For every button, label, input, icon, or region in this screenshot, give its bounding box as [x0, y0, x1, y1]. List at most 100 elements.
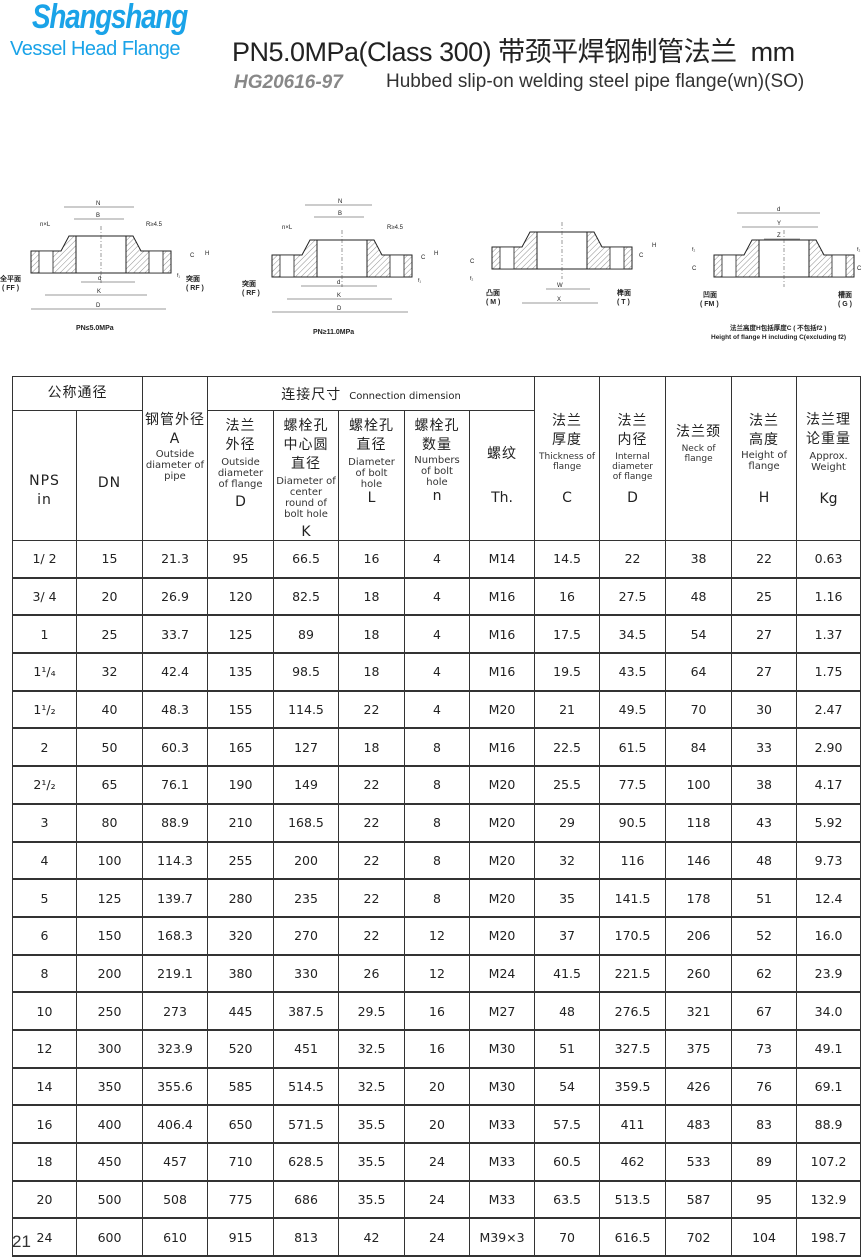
table-cell: 16.0 [796, 916, 862, 956]
table-cell: 18 [338, 727, 405, 768]
svg-text:( FF ): ( FF ) [2, 285, 19, 292]
table-cell: 17.5 [534, 614, 601, 655]
table-cell: 710 [207, 1142, 274, 1182]
table-cell: 42 [338, 1217, 405, 1257]
table-cell: 533 [665, 1142, 733, 1182]
diagram-ff-rf: N B n×L R≥4.5 d K D C H f₁ 全平面 ( FF ) 突面… [0, 201, 209, 332]
table-cell: 132.9 [796, 1180, 862, 1220]
table-cell: 48.3 [142, 690, 208, 730]
table-cell: 67 [731, 991, 798, 1031]
header-nominal-size: 公称通径 [12, 376, 143, 411]
flange-dimension-table: 公称通径 钢管外径 A Outside diameter of pipe 连接尺寸 … [12, 376, 862, 1257]
header-connection: 连接尺寸 Connection dimension [206, 376, 536, 411]
table-cell: 100 [76, 841, 143, 881]
svg-text:d: d [777, 207, 780, 213]
table-cell: 500 [76, 1180, 143, 1220]
table-cell: 127 [273, 727, 339, 768]
table-cell: 49.1 [796, 1029, 862, 1069]
table-cell: 514.5 [273, 1067, 339, 1107]
table-cell: 4 [404, 652, 470, 692]
table-cell: 149 [273, 765, 339, 805]
table-cell: 155 [207, 690, 274, 730]
table-cell: 25 [76, 614, 143, 655]
svg-text:H: H [652, 243, 656, 249]
table-row: 10 250 273 445 387.5 29.5 16 M27 48 276.5 321 67 34.… [12, 991, 862, 1031]
table-cell: 8 [404, 765, 470, 805]
table-cell: 37 [534, 916, 601, 956]
table-cell: 18 [338, 652, 405, 692]
table-cell: 15 [76, 539, 143, 579]
table-cell: M20 [468, 690, 536, 730]
table-cell: 5.92 [796, 803, 862, 843]
table-cell: 24 [404, 1217, 470, 1257]
table-cell: 34.0 [796, 991, 862, 1031]
table-cell: 14.5 [534, 539, 601, 579]
svg-text:H: H [205, 251, 209, 257]
table-cell: 5 [12, 878, 77, 918]
table-cell: 57.5 [534, 1104, 601, 1144]
table-cell: 426 [665, 1067, 733, 1107]
svg-text:D: D [96, 303, 101, 309]
table-cell: 83 [731, 1104, 798, 1144]
svg-text:C: C [857, 266, 862, 272]
table-cell: 206 [665, 916, 733, 956]
table-cell: 610 [142, 1217, 208, 1257]
table-cell: 12 [404, 916, 470, 956]
table-cell: 116 [599, 841, 667, 881]
svg-text:榫面: 榫面 [617, 288, 631, 297]
table-cell: 95 [731, 1180, 798, 1220]
table-cell: 24 [12, 1217, 77, 1257]
table-cell: 89 [273, 614, 339, 655]
table-cell: 139.7 [142, 878, 208, 918]
table-cell: 387.5 [273, 991, 339, 1031]
table-cell: 114.5 [273, 690, 339, 730]
svg-text:( FM ): ( FM ) [700, 301, 719, 308]
table-cell: 20 [404, 1067, 470, 1107]
table-cell: M33 [468, 1104, 536, 1144]
table-cell: 1¹/₄ [12, 652, 77, 692]
table-cell: 60.5 [534, 1142, 601, 1182]
table-cell: 168.5 [273, 803, 339, 843]
table-cell: M16 [468, 727, 536, 768]
table-cell: 114.3 [142, 841, 208, 881]
table-cell: 48 [665, 577, 733, 617]
table-cell: 23.9 [796, 954, 862, 994]
brand-tagline: Vessel Head Flange [10, 38, 181, 60]
table-cell: 35.5 [338, 1142, 405, 1182]
svg-text:R≥4.5: R≥4.5 [387, 225, 404, 231]
svg-text:K: K [337, 293, 341, 299]
svg-text:B: B [338, 211, 342, 217]
table-row: 14 350 355.6 585 514.5 32.5 20 M30 54 359.5 426 76 6… [12, 1067, 862, 1107]
svg-text:d: d [337, 280, 340, 286]
table-cell: 146 [665, 841, 733, 881]
table-cell: 12 [404, 954, 470, 994]
table-cell: 100 [665, 765, 733, 805]
svg-text:f₂: f₂ [470, 276, 473, 282]
table-cell: 77.5 [599, 765, 667, 805]
svg-text:R≥4.5: R≥4.5 [146, 222, 163, 228]
svg-text:f₂: f₂ [692, 247, 695, 253]
table-cell: 1 [12, 614, 77, 655]
table-cell: 38 [731, 765, 798, 805]
table-cell: 49.5 [599, 690, 667, 730]
table-cell: 43.5 [599, 652, 667, 692]
diagram-fm-g: d Y Z f₂ C f₂ C 凹面 ( FM ) 槽面 ( G ) 法兰高度H… [692, 207, 862, 341]
table-row: 1/ 2 15 21.3 95 66.5 16 4 M14 14.5 22 38 22 0.63 [12, 539, 862, 579]
svg-text:K: K [97, 289, 101, 295]
table-cell: 513.5 [599, 1180, 667, 1220]
table-cell: 88.9 [796, 1104, 862, 1144]
table-row: 20 500 508 775 686 35.5 24 M33 63.5 513.5 587 95 132… [12, 1180, 862, 1220]
table-cell: 400 [76, 1104, 143, 1144]
unit-label: mm [750, 37, 795, 67]
table-cell: 1.37 [796, 614, 862, 655]
table-cell: 12 [12, 1029, 77, 1069]
table-cell: 4 [12, 841, 77, 881]
table-cell: 198.7 [796, 1217, 862, 1257]
svg-text:( G ): ( G ) [838, 301, 852, 308]
table-cell: 48 [731, 841, 798, 881]
table-cell: 22 [338, 690, 405, 730]
table-cell: 200 [76, 954, 143, 994]
table-cell: 89 [731, 1142, 798, 1182]
table-cell: 19.5 [534, 652, 601, 692]
table-cell: 14 [12, 1067, 77, 1107]
